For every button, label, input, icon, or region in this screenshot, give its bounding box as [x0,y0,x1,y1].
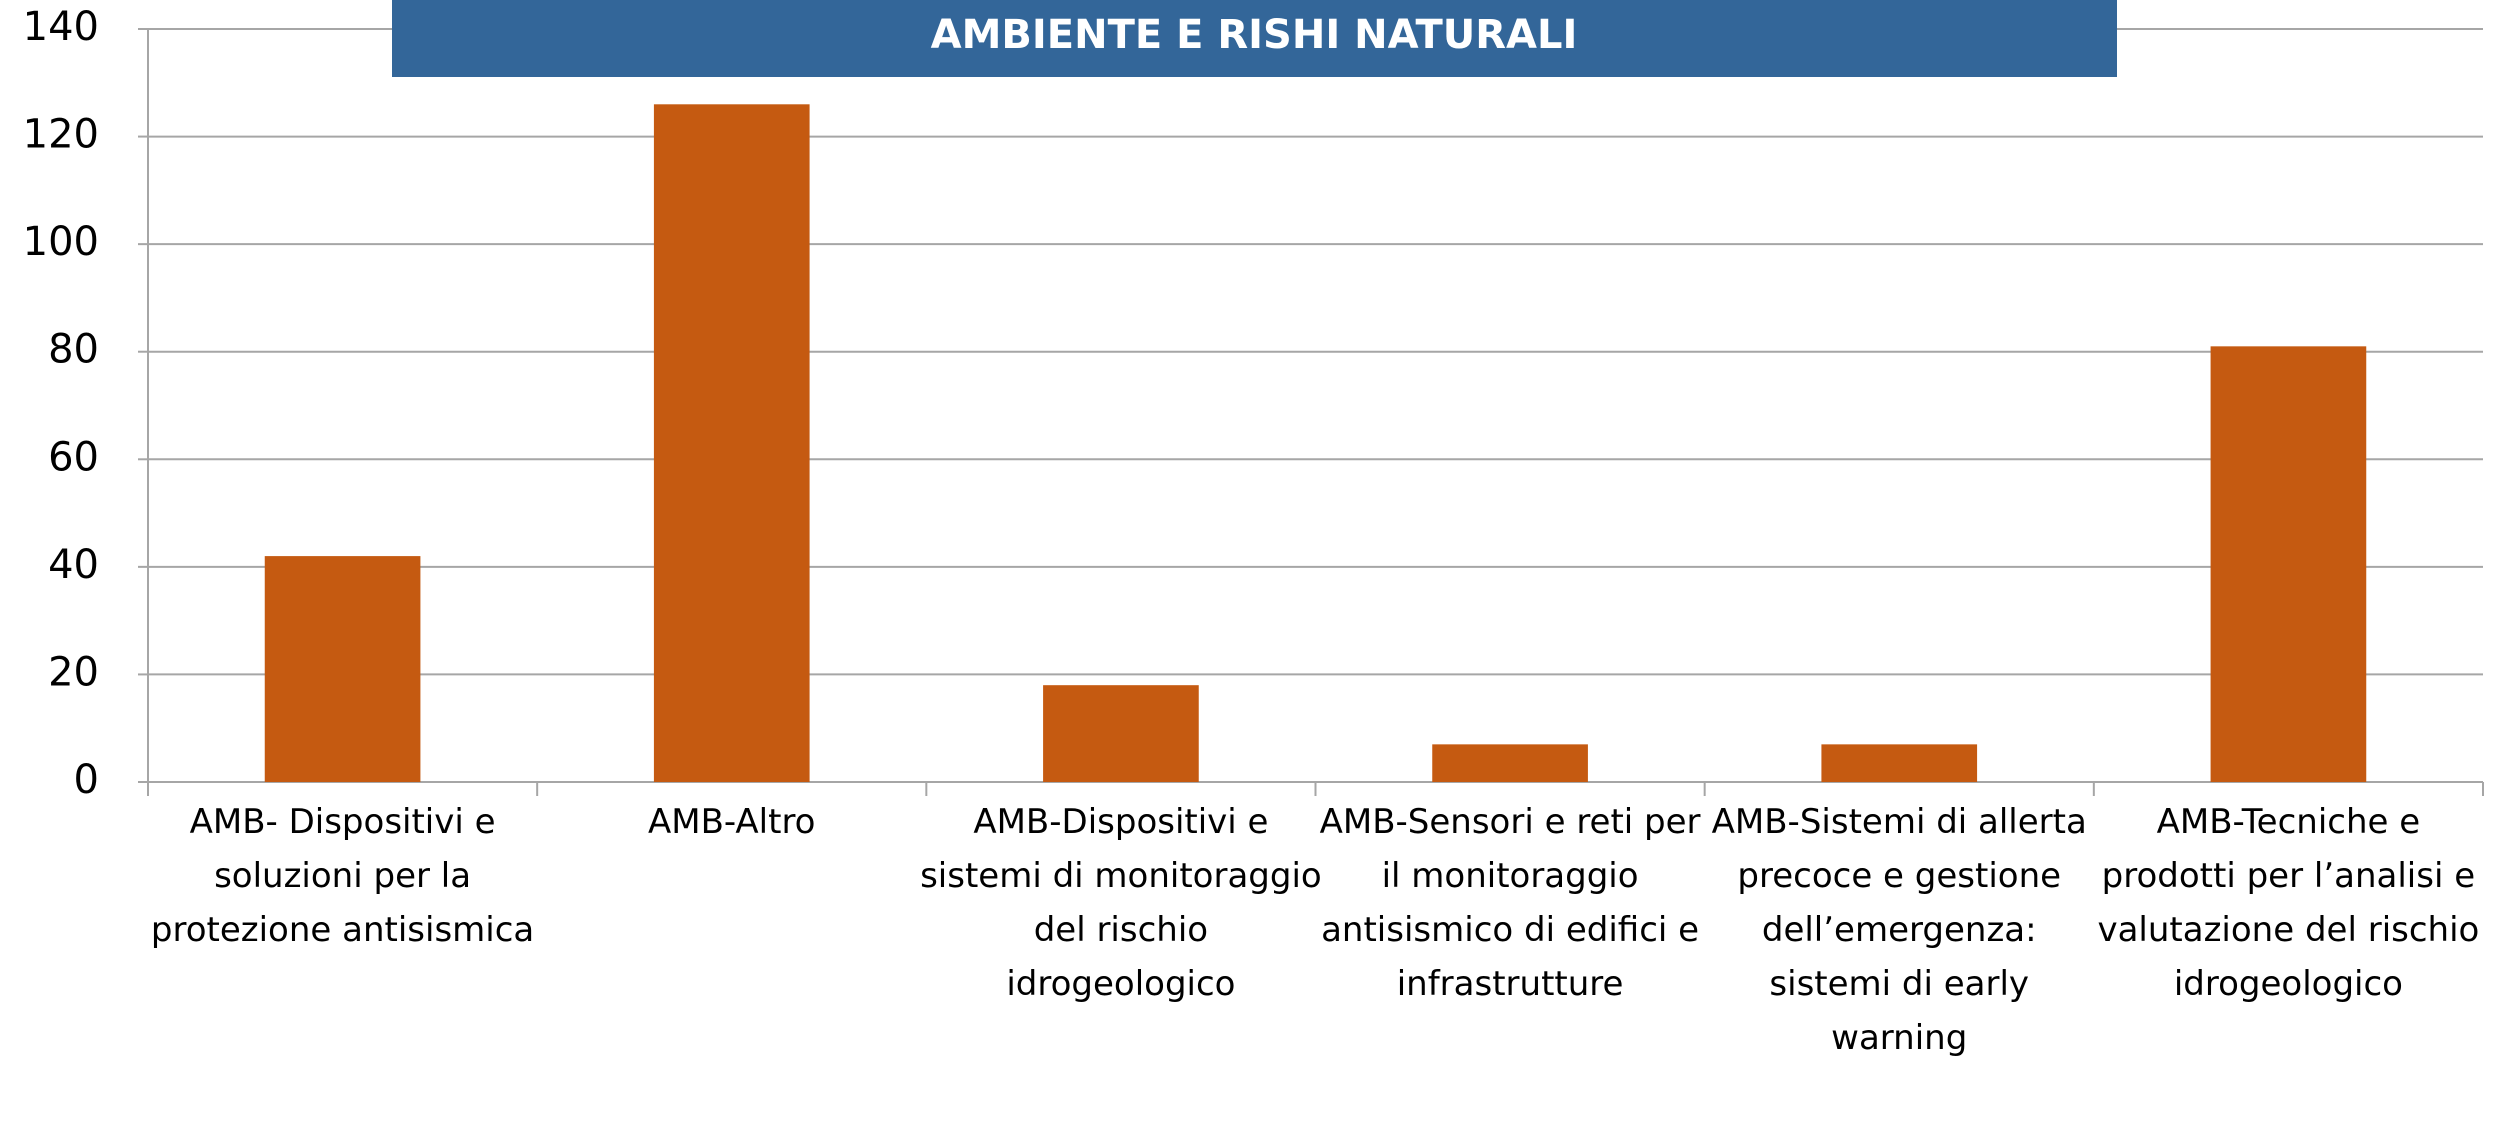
x-tick-label: AMB-Sensori e reti per il monitoraggio a… [1319,802,1701,1004]
bar [1821,744,1978,782]
x-tick-label: AMB-Tecniche e prodotti per l’analisi e … [2097,802,2480,1004]
y-tick-label: 40 [48,542,99,588]
bar [1432,744,1588,782]
y-tick-label: 120 [23,112,99,158]
y-tick-label: 100 [23,219,99,265]
bar [2210,346,2367,782]
y-tick-label: 140 [23,4,99,50]
chart-title: AMBIENTE E RISHI NATURALI [931,12,1578,58]
bar [1043,685,1199,782]
y-tick-label: 0 [74,757,99,803]
bar [653,104,810,783]
bar [264,556,421,782]
x-tick-label: AMB-Altro [647,802,816,842]
x-tick-label: AMB-Dispositivi e sistemi di monitoraggi… [920,802,1322,1004]
y-tick-label: 80 [48,327,99,373]
y-tick-label: 60 [48,434,99,480]
x-tick-label: AMB- Dispositivi e soluzioni per la prot… [150,802,535,950]
title-banner [392,0,2117,77]
y-tick-label: 20 [48,649,99,695]
x-tick-label: AMB-Sistemi di allerta precoce e gestion… [1711,802,2087,1058]
